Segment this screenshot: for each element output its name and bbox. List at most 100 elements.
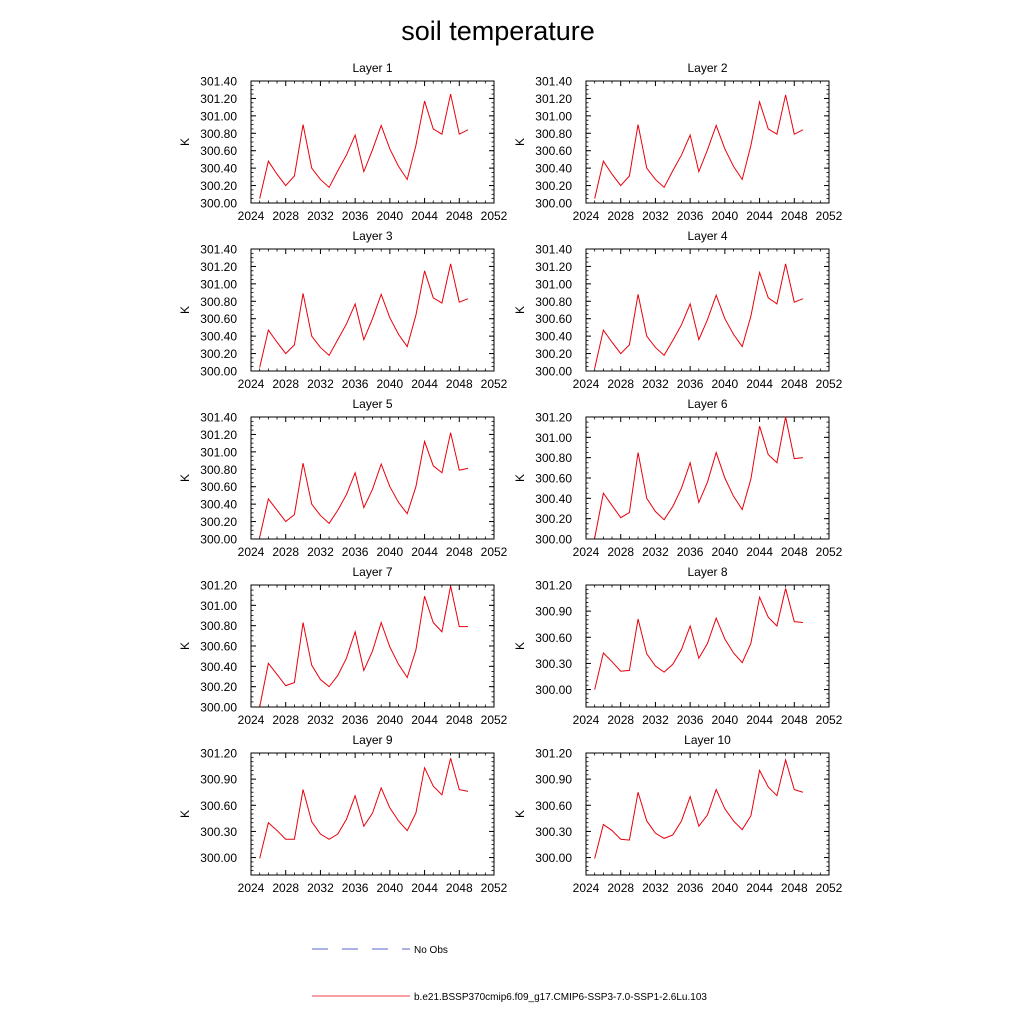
series-line <box>259 263 469 368</box>
x-tick-label: 2040 <box>377 713 404 727</box>
y-tick-label: 300.90 <box>535 605 572 619</box>
y-tick-label: 300.60 <box>535 144 572 158</box>
y-tick-label: 300.20 <box>200 179 237 193</box>
y-tick-label: 300.80 <box>200 463 237 477</box>
y-tick-label: 300.30 <box>535 657 572 671</box>
panel-title: Layer 4 <box>687 229 727 243</box>
y-tick-label: 300.60 <box>200 144 237 158</box>
panel-layer-3: 2024 2028 2032 2036 2040 2044 2048 2052 300.00 30… <box>178 229 508 391</box>
panel-grid: 2024 2028 2032 2036 2040 2044 2048 2052 300.00 30… <box>178 61 843 895</box>
y-tick-label: 301.20 <box>535 579 572 593</box>
series-line <box>259 585 468 708</box>
y-tick-label: 300.00 <box>535 533 572 547</box>
x-tick-label: 2052 <box>481 377 508 391</box>
y-tick-label: 300.00 <box>200 851 237 865</box>
x-tick-label: 2044 <box>746 209 773 223</box>
y-axis-label: K <box>513 306 527 314</box>
x-tick-label: 2048 <box>446 377 473 391</box>
x-tick-label: 2044 <box>746 545 773 559</box>
x-tick-label: 2048 <box>446 881 473 895</box>
y-tick-label: 301.00 <box>535 277 572 291</box>
y-tick-label: 300.80 <box>535 451 572 465</box>
y-tick-label: 300.80 <box>535 127 572 141</box>
y-axis-label: K <box>513 474 527 482</box>
y-tick-label: 300.20 <box>535 347 572 361</box>
y-tick-label: 301.20 <box>200 260 237 274</box>
panel-title: Layer 5 <box>352 397 392 411</box>
y-axis-label: K <box>178 642 192 650</box>
plot-frame <box>585 248 830 372</box>
y-tick-label: 301.20 <box>535 260 572 274</box>
y-tick-label: 301.40 <box>535 75 572 89</box>
figure-title: soil temperature <box>401 16 595 46</box>
y-tick-label: 300.20 <box>535 512 572 526</box>
x-tick-label: 2028 <box>607 209 634 223</box>
panel-title: Layer 9 <box>352 733 392 747</box>
x-tick-label: 2028 <box>607 881 634 895</box>
x-tick-label: 2052 <box>816 881 843 895</box>
y-tick-label: 301.00 <box>200 109 237 123</box>
y-tick-label: 300.60 <box>200 799 237 813</box>
panel-layer-2: 2024 2028 2032 2036 2040 2044 2048 2052 300.00 30… <box>513 61 843 223</box>
y-tick-label: 300.40 <box>200 498 237 512</box>
x-tick-label: 2052 <box>816 209 843 223</box>
x-tick-label: 2032 <box>307 377 334 391</box>
plot-frame <box>250 80 495 204</box>
y-tick-label: 301.40 <box>200 75 237 89</box>
y-tick-label: 300.60 <box>200 640 237 654</box>
y-tick-label: 300.60 <box>535 799 572 813</box>
x-tick-label: 2048 <box>781 545 808 559</box>
panel-title: Layer 10 <box>684 733 731 747</box>
y-tick-label: 301.40 <box>200 411 237 425</box>
series-line <box>594 94 804 199</box>
y-tick-label: 301.20 <box>200 428 237 442</box>
x-tick-label: 2024 <box>238 545 265 559</box>
panel-title: Layer 2 <box>687 61 727 75</box>
x-tick-label: 2044 <box>411 209 438 223</box>
x-tick-label: 2040 <box>712 209 739 223</box>
x-tick-label: 2044 <box>746 881 773 895</box>
x-tick-label: 2048 <box>446 545 473 559</box>
x-tick-label: 2048 <box>781 377 808 391</box>
y-tick-label: 301.20 <box>535 92 572 106</box>
panel-layer-10: 2024 2028 2032 2036 2040 2044 2048 2052 300.00 30… <box>513 733 843 895</box>
x-tick-label: 2028 <box>272 545 299 559</box>
y-tick-label: 300.20 <box>535 179 572 193</box>
x-tick-label: 2024 <box>238 713 265 727</box>
x-tick-label: 2052 <box>816 377 843 391</box>
x-tick-label: 2028 <box>272 713 299 727</box>
y-tick-label: 300.00 <box>535 365 572 379</box>
panel-title: Layer 3 <box>352 229 392 243</box>
x-tick-label: 2028 <box>272 881 299 895</box>
y-tick-label: 301.20 <box>200 92 237 106</box>
plot-frame <box>250 248 495 372</box>
y-tick-label: 300.40 <box>200 162 237 176</box>
x-tick-label: 2040 <box>377 545 404 559</box>
y-tick-label: 300.00 <box>200 533 237 547</box>
y-tick-label: 300.00 <box>200 197 237 211</box>
x-tick-label: 2032 <box>642 713 669 727</box>
x-tick-label: 2048 <box>446 713 473 727</box>
x-tick-label: 2028 <box>272 377 299 391</box>
panel-layer-9: 2024 2028 2032 2036 2040 2044 2048 2052 300.00 30… <box>178 733 508 895</box>
y-tick-label: 300.90 <box>200 773 237 787</box>
legend-label-model-run: b.e21.BSSP370cmip6.f09_g17.CMIP6-SSP3-7.… <box>414 992 707 1003</box>
x-tick-label: 2024 <box>573 545 600 559</box>
y-axis-label: K <box>178 474 192 482</box>
y-tick-label: 300.20 <box>200 347 237 361</box>
y-tick-label: 300.00 <box>535 197 572 211</box>
panel-title: Layer 6 <box>687 397 727 411</box>
panel-layer-5: 2024 2028 2032 2036 2040 2044 2048 2052 300.00 30… <box>178 397 508 559</box>
x-tick-label: 2036 <box>342 881 369 895</box>
series-line <box>259 432 469 538</box>
panel-title: Layer 8 <box>687 565 727 579</box>
panel-layer-1: 2024 2028 2032 2036 2040 2044 2048 2052 300.00 30… <box>178 61 508 223</box>
x-tick-label: 2036 <box>677 881 704 895</box>
plot-frame <box>585 416 830 540</box>
x-tick-label: 2052 <box>481 209 508 223</box>
x-tick-label: 2044 <box>411 545 438 559</box>
y-tick-label: 301.20 <box>200 747 237 761</box>
y-tick-label: 300.40 <box>535 162 572 176</box>
x-tick-label: 2028 <box>607 377 634 391</box>
